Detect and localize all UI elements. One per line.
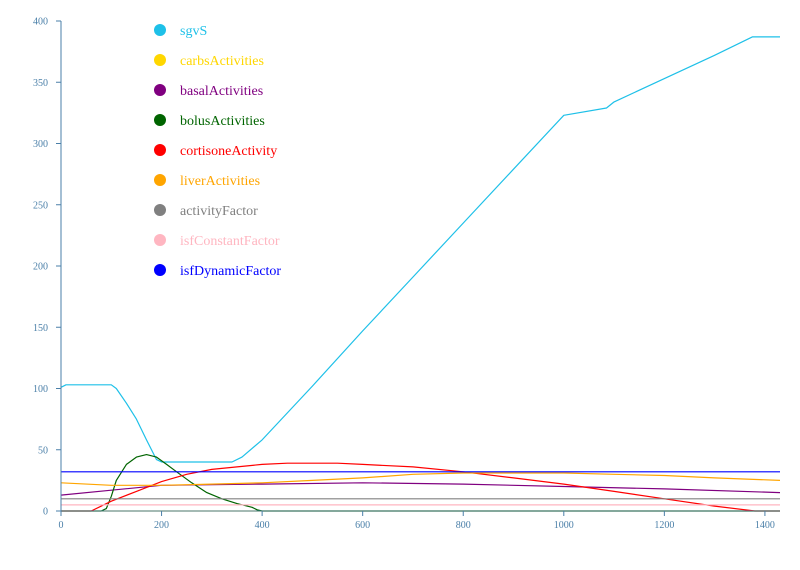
legend-swatch — [154, 234, 166, 246]
legend-item-carbsActivities: carbsActivities — [154, 54, 264, 69]
series-line-cortisoneActivity — [61, 462, 780, 512]
legend-label: bolusActivities — [180, 114, 265, 129]
legend-label: activityFactor — [180, 204, 258, 219]
x-tick-label: 200 — [154, 520, 169, 531]
y-tick-label: 400 — [33, 17, 48, 28]
series-line-bolusActivities — [61, 454, 780, 512]
legend-swatch — [154, 114, 166, 126]
y-axis: 0 50 100 150 200 250 300 350 400 — [33, 17, 62, 518]
legend-item-basalActivities: basalActivities — [154, 84, 263, 99]
legend-label: isfConstantFactor — [180, 234, 280, 249]
series-line-sgvS — [60, 36, 780, 463]
legend-label: liverActivities — [180, 174, 260, 189]
legend-swatch — [154, 24, 166, 36]
legend-item-isfDynamicFactor: isfDynamicFactor — [154, 264, 281, 279]
legend-item-cortisoneActivity: cortisoneActivity — [154, 144, 277, 159]
x-tick-label: 1000 — [554, 520, 574, 531]
plot-lines — [60, 36, 781, 512]
x-tick-label: 0 — [59, 520, 64, 531]
y-tick-label: 200 — [33, 262, 48, 273]
x-tick-label: 800 — [456, 520, 471, 531]
legend-item-sgvS: sgvS — [154, 24, 207, 39]
x-tick-label: 1400 — [755, 520, 775, 531]
y-tick-label: 300 — [33, 139, 48, 150]
y-tick-label: 350 — [33, 78, 48, 89]
y-tick-label: 150 — [33, 323, 48, 334]
legend-label: basalActivities — [180, 84, 263, 99]
series-line-liverActivities — [60, 472, 781, 486]
x-tick-label: 1200 — [654, 520, 674, 531]
x-axis: 0 200 400 600 800 1000 1200 1400 — [59, 510, 780, 531]
legend-label: cortisoneActivity — [180, 144, 277, 159]
legend-swatch — [154, 264, 166, 276]
legend-swatch — [154, 144, 166, 156]
legend-item-activityFactor: activityFactor — [154, 204, 258, 219]
x-tick-label: 400 — [255, 520, 270, 531]
x-tick-label: 600 — [355, 520, 370, 531]
legend-item-isfConstantFactor: isfConstantFactor — [154, 234, 280, 249]
legend-label: sgvS — [180, 24, 207, 39]
y-tick-label: 50 — [38, 445, 48, 456]
legend: sgvS carbsActivities basalActivities bolusA… — [154, 24, 281, 279]
legend-item-liverActivities: liverActivities — [154, 174, 260, 189]
legend-item-bolusActivities: bolusActivities — [154, 114, 265, 129]
y-tick-label: 0 — [43, 507, 48, 518]
legend-swatch — [154, 84, 166, 96]
y-tick-label: 250 — [33, 200, 48, 211]
legend-swatch — [154, 204, 166, 216]
legend-label: isfDynamicFactor — [180, 264, 281, 279]
series-line-basalActivities — [60, 482, 781, 496]
legend-swatch — [154, 174, 166, 186]
y-tick-label: 100 — [33, 384, 48, 395]
legend-swatch — [154, 54, 166, 66]
legend-label: carbsActivities — [180, 54, 264, 69]
